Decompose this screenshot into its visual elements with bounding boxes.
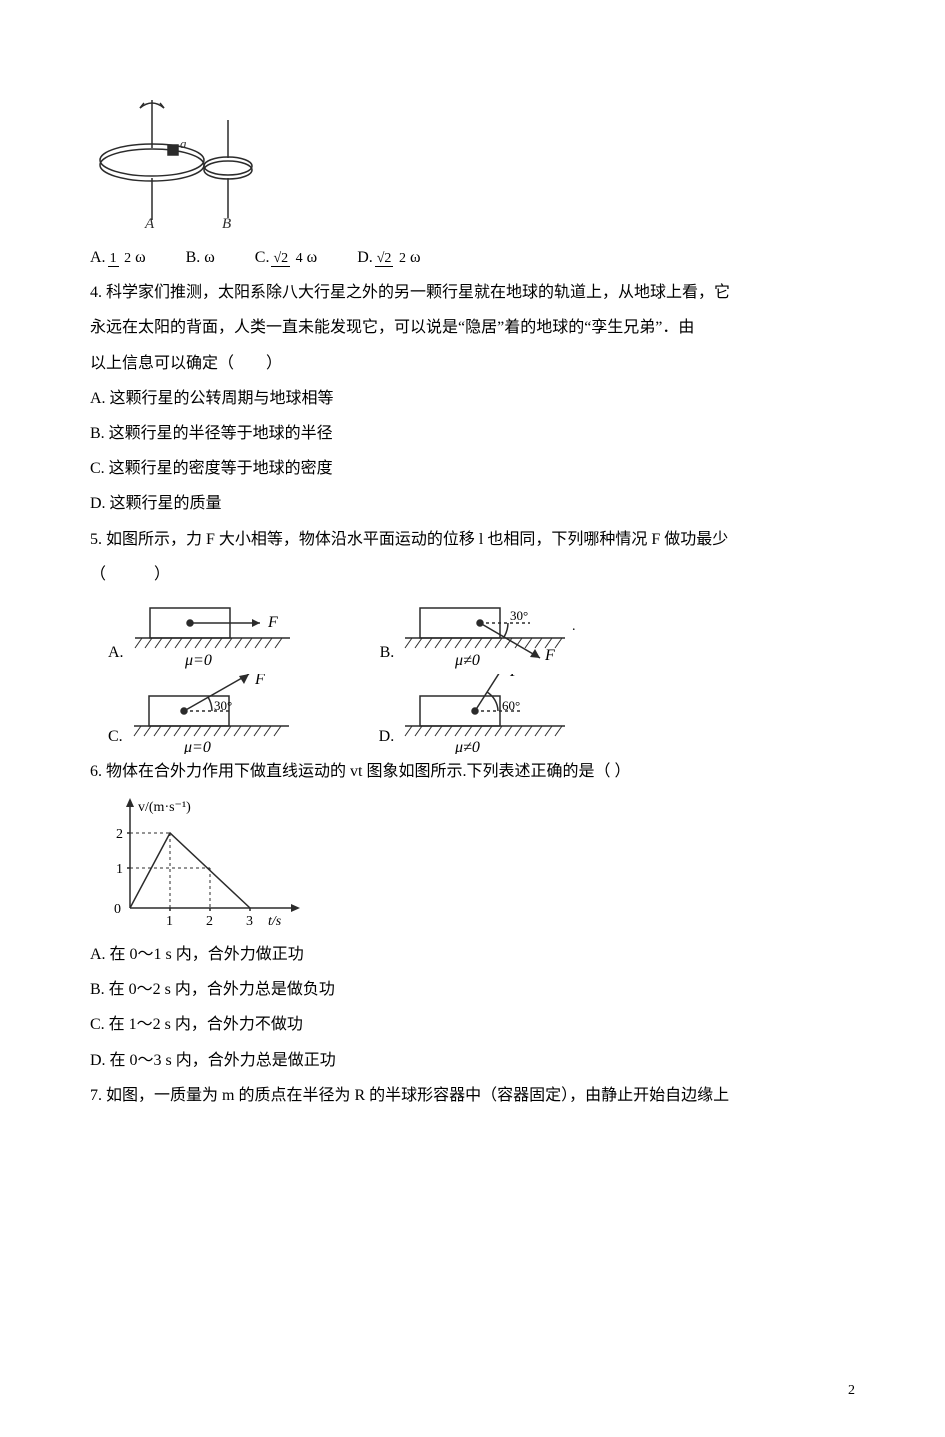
svg-text:60°: 60°: [502, 698, 520, 713]
svg-text:F: F: [267, 614, 278, 631]
q3-option-a: A. 1 2 ω: [90, 240, 146, 275]
q6-option-b: B. 在 0～2 s 内，合外力总是做负功: [90, 972, 855, 1007]
svg-text:3: 3: [246, 914, 253, 929]
q5-fig-d: D.: [379, 674, 581, 754]
q3-options: A. 1 2 ω B. ω C. √2 4 ω D. √2 2 ω: [90, 240, 855, 275]
svg-text:2: 2: [206, 914, 213, 929]
svg-text:2: 2: [116, 827, 123, 842]
svg-text:F: F: [544, 647, 555, 664]
svg-text:a: a: [180, 136, 187, 151]
q4-option-c: C. 这颗行星的密度等于地球的密度: [90, 451, 855, 486]
q5-fig-c: C.: [108, 674, 299, 754]
q7-stem: 7. 如图，一质量为 m 的质点在半径为 R 的半球形容器中（容器固定），由静止…: [90, 1078, 855, 1113]
svg-text:30°: 30°: [214, 698, 232, 713]
q6-option-c: C. 在 1～2 s 内，合外力不做功: [90, 1007, 855, 1042]
svg-text:μ≠0: μ≠0: [454, 652, 480, 669]
q4-option-a: A. 这颗行星的公转周期与地球相等: [90, 381, 855, 416]
svg-text:1: 1: [116, 862, 123, 877]
svg-text:0: 0: [114, 902, 121, 917]
q6-option-a: A. 在 0～1 s 内，合外力做正功: [90, 937, 855, 972]
q4-stem-3: 以上信息可以确定（ ）: [90, 346, 855, 381]
q3-option-c: C. √2 4 ω: [255, 240, 317, 275]
q3-option-d: D. √2 2 ω: [357, 240, 420, 275]
q4-option-d: D. 这颗行星的质量: [90, 486, 855, 521]
figure-wheels: a A B: [90, 100, 855, 230]
svg-text:.: .: [572, 619, 576, 634]
q5-fig-b: B.: [380, 600, 591, 670]
svg-text:μ≠0: μ≠0: [454, 739, 480, 754]
q6-stem: 6. 物体在合外力作用下做直线运动的 vt 图象如图所示.下列表述正确的是（ ）: [90, 754, 855, 789]
q4-option-b: B. 这颗行星的半径等于地球的半径: [90, 416, 855, 451]
q4-stem-2: 永远在太阳的背面，人类一直未能发现它，可以说是“隐居”着的地球的“孪生兄弟”．由: [90, 310, 855, 345]
svg-text:μ=0: μ=0: [184, 652, 212, 669]
q4-stem-1: 4. 科学家们推测，太阳系除八大行星之外的另一颗行星就在地球的轨道上，从地球上看…: [90, 275, 855, 310]
q6-option-d: D. 在 0～3 s 内，合外力总是做正功: [90, 1043, 855, 1078]
wheel-b-label: B: [222, 216, 231, 230]
page-number: 2: [848, 1376, 855, 1407]
svg-text:30°: 30°: [510, 608, 528, 623]
svg-text:1: 1: [166, 914, 173, 929]
svg-text:F: F: [509, 674, 520, 680]
q3-option-b: B. ω: [186, 240, 215, 275]
wheel-a-label: A: [144, 216, 155, 230]
q5-stem-1: 5. 如图所示，力 F 大小相等，物体沿水平面运动的位移 l 也相同，下列哪种情…: [90, 522, 855, 557]
svg-text:F: F: [254, 674, 265, 688]
q5-stem-2: （ ）: [90, 557, 855, 592]
q6-vt-graph: v/(m·s⁻¹) 0 1 2 1 2 3 t/s: [100, 793, 855, 933]
svg-text:μ=0: μ=0: [183, 739, 211, 754]
svg-text:t/s: t/s: [268, 914, 282, 929]
svg-text:v/(m·s⁻¹): v/(m·s⁻¹): [138, 800, 191, 815]
q5-fig-a: A.: [108, 600, 300, 670]
